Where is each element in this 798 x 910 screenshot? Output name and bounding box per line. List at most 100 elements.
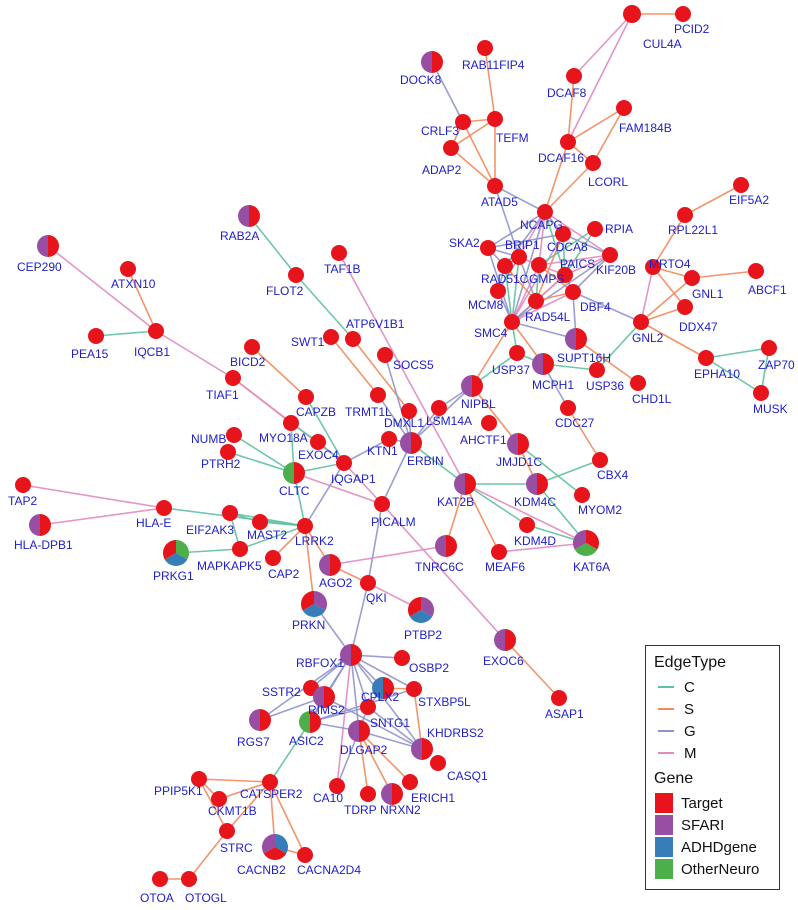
node-rad54l[interactable] <box>528 293 544 309</box>
node-rab2a[interactable] <box>238 205 260 227</box>
node-myom2[interactable] <box>574 487 590 503</box>
node-jmjd1c[interactable] <box>507 433 529 455</box>
node-khdrbs2[interactable] <box>411 738 433 760</box>
node-hla-dpb1[interactable] <box>29 514 51 536</box>
node-mcm8[interactable] <box>490 283 506 299</box>
node-rab11fip4[interactable] <box>477 40 493 56</box>
node-chd1l[interactable] <box>630 375 646 391</box>
node-usp37[interactable] <box>509 345 525 361</box>
node-prkg1[interactable] <box>163 540 189 566</box>
node-supt16h[interactable] <box>565 328 587 350</box>
node-exoc6[interactable] <box>494 629 516 651</box>
node-dcaf16[interactable] <box>560 134 576 150</box>
node-qki[interactable] <box>360 575 376 591</box>
node-iqcb1[interactable] <box>148 323 164 339</box>
node-cap2[interactable] <box>265 550 281 566</box>
node-cacnb2[interactable] <box>261 834 289 860</box>
node-sntg1[interactable] <box>360 699 376 715</box>
node-paics[interactable] <box>557 267 573 283</box>
node-catsper2[interactable] <box>262 774 278 790</box>
node-capzb[interactable] <box>298 389 314 405</box>
node-eif2ak3[interactable] <box>222 505 238 521</box>
node-zap70[interactable] <box>761 340 777 356</box>
node-fam184b[interactable] <box>616 100 632 116</box>
node-lrrk2[interactable] <box>297 518 313 534</box>
node-myo18a[interactable] <box>283 415 299 431</box>
node-rpl22l1[interactable] <box>677 207 693 223</box>
node-numb[interactable] <box>226 427 242 443</box>
node-ago2[interactable] <box>319 554 341 576</box>
node-brip1[interactable] <box>511 249 527 265</box>
node-ptrh2[interactable] <box>220 444 236 460</box>
node-flot2[interactable] <box>288 267 304 283</box>
node-asap1[interactable] <box>551 690 567 706</box>
node-rims2[interactable] <box>313 686 335 708</box>
node-erbin[interactable] <box>400 432 422 454</box>
node-ckmt1b[interactable] <box>211 791 227 807</box>
node-tnrc6c[interactable] <box>435 535 457 557</box>
node-cep290[interactable] <box>37 235 59 257</box>
node-tiaf1[interactable] <box>225 370 241 386</box>
node-kat2b[interactable] <box>454 473 476 495</box>
node-epha10[interactable] <box>698 350 714 366</box>
node-tefm[interactable] <box>487 111 503 127</box>
node-eif5a2[interactable] <box>733 177 749 193</box>
node-otogl[interactable] <box>181 871 197 887</box>
node-cplx2[interactable] <box>372 677 394 699</box>
node-swt1[interactable] <box>323 329 339 345</box>
node-nrxn2[interactable] <box>381 783 403 805</box>
node-gnl2[interactable] <box>633 314 649 330</box>
node-atxn10[interactable] <box>120 261 136 277</box>
node-atad5[interactable] <box>487 178 503 194</box>
node-lcorl[interactable] <box>585 155 601 171</box>
node-cbx4[interactable] <box>592 452 608 468</box>
node-cacna2d4[interactable] <box>297 847 313 863</box>
node-crlf3[interactable] <box>455 114 471 130</box>
node-cltc[interactable] <box>283 462 305 484</box>
node-pea15[interactable] <box>88 328 104 344</box>
node-dcaf8[interactable] <box>566 68 582 84</box>
node-ktn1[interactable] <box>381 431 397 447</box>
node-dlgap2[interactable] <box>348 720 370 742</box>
node-osbp2[interactable] <box>394 650 410 666</box>
node-otoa[interactable] <box>152 871 168 887</box>
node-kif20b[interactable] <box>602 247 618 263</box>
node-rad51c[interactable] <box>497 258 513 274</box>
node-gnl1[interactable] <box>684 270 700 286</box>
node-rpia[interactable] <box>587 221 603 237</box>
node-ppip5k1[interactable] <box>191 771 207 787</box>
node-musk[interactable] <box>753 385 769 401</box>
node-lsm14a[interactable] <box>431 400 447 416</box>
node-prkn[interactable] <box>300 591 328 617</box>
node-exoc4[interactable] <box>310 434 326 450</box>
node-pcid2[interactable] <box>675 6 691 22</box>
node-dmxl1[interactable] <box>401 403 417 419</box>
node-ska2[interactable] <box>480 240 496 256</box>
node-cul4a[interactable] <box>623 5 641 23</box>
node-kdm4c[interactable] <box>526 473 548 495</box>
node-bicd2[interactable] <box>244 339 260 355</box>
node-meaf6[interactable] <box>491 544 507 560</box>
node-gmps[interactable] <box>531 257 547 273</box>
node-dbf4[interactable] <box>565 284 581 300</box>
node-tdrp[interactable] <box>360 786 376 802</box>
node-nipbl[interactable] <box>461 375 483 397</box>
node-cdca8[interactable] <box>555 226 571 242</box>
node-casq1[interactable] <box>430 755 446 771</box>
node-ddx47[interactable] <box>677 299 693 315</box>
node-dock8[interactable] <box>421 51 443 73</box>
node-picalm[interactable] <box>374 496 390 512</box>
node-socs5[interactable] <box>377 347 393 363</box>
node-strc[interactable] <box>219 823 235 839</box>
node-mrto4[interactable] <box>645 259 661 275</box>
node-abcf1[interactable] <box>748 263 764 279</box>
node-rbfox1[interactable] <box>340 644 362 666</box>
node-hla-e[interactable] <box>156 500 172 516</box>
node-mcph1[interactable] <box>532 353 554 375</box>
node-kat6a[interactable] <box>573 530 600 556</box>
node-iqgap1[interactable] <box>336 455 352 471</box>
node-adap2[interactable] <box>443 140 459 156</box>
node-usp36[interactable] <box>589 362 605 378</box>
node-ahctf1[interactable] <box>481 415 497 431</box>
node-rgs7[interactable] <box>249 709 271 731</box>
